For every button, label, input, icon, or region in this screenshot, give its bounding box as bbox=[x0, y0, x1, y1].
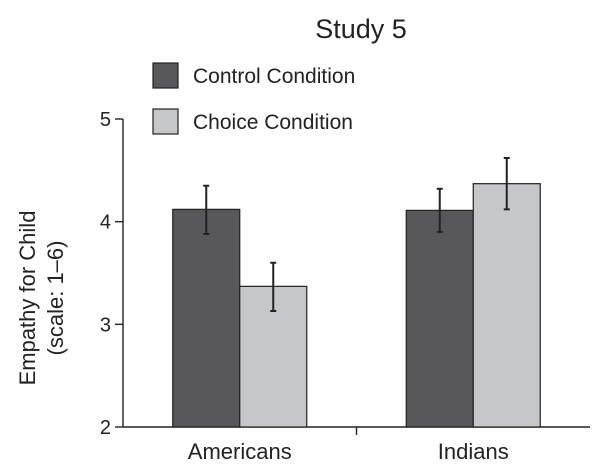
legend-swatch bbox=[152, 108, 179, 135]
y-tick-label: 5 bbox=[100, 109, 111, 131]
y-axis-label-line-2: (scale: 1–6) bbox=[43, 241, 68, 356]
y-axis-label: Empathy for Child (scale: 1–6) bbox=[15, 211, 68, 386]
x-tick-label: Americans bbox=[188, 439, 292, 464]
axis-labels: 2 3 4 5 Americans Indians bbox=[100, 109, 509, 464]
chart-title: Study 5 bbox=[315, 14, 407, 44]
legend-label: Control Condition bbox=[193, 65, 355, 88]
bar-indians-control-condition bbox=[405, 209, 474, 428]
legend-label: Choice Condition bbox=[193, 111, 353, 134]
y-tick-label: 4 bbox=[100, 212, 111, 234]
legend: Control Condition Choice Condition bbox=[152, 62, 355, 135]
y-tick-label: 3 bbox=[100, 314, 111, 336]
y-tick-label: 2 bbox=[100, 417, 111, 439]
error-bars bbox=[203, 157, 510, 312]
bar-indians-choice-condition bbox=[472, 183, 541, 428]
y-axis-label-line-1: Empathy for Child bbox=[15, 211, 40, 386]
legend-swatch bbox=[152, 62, 179, 89]
x-tick-label: Indians bbox=[438, 439, 509, 464]
bar-americans-control-condition bbox=[172, 208, 241, 428]
bars bbox=[172, 183, 541, 428]
